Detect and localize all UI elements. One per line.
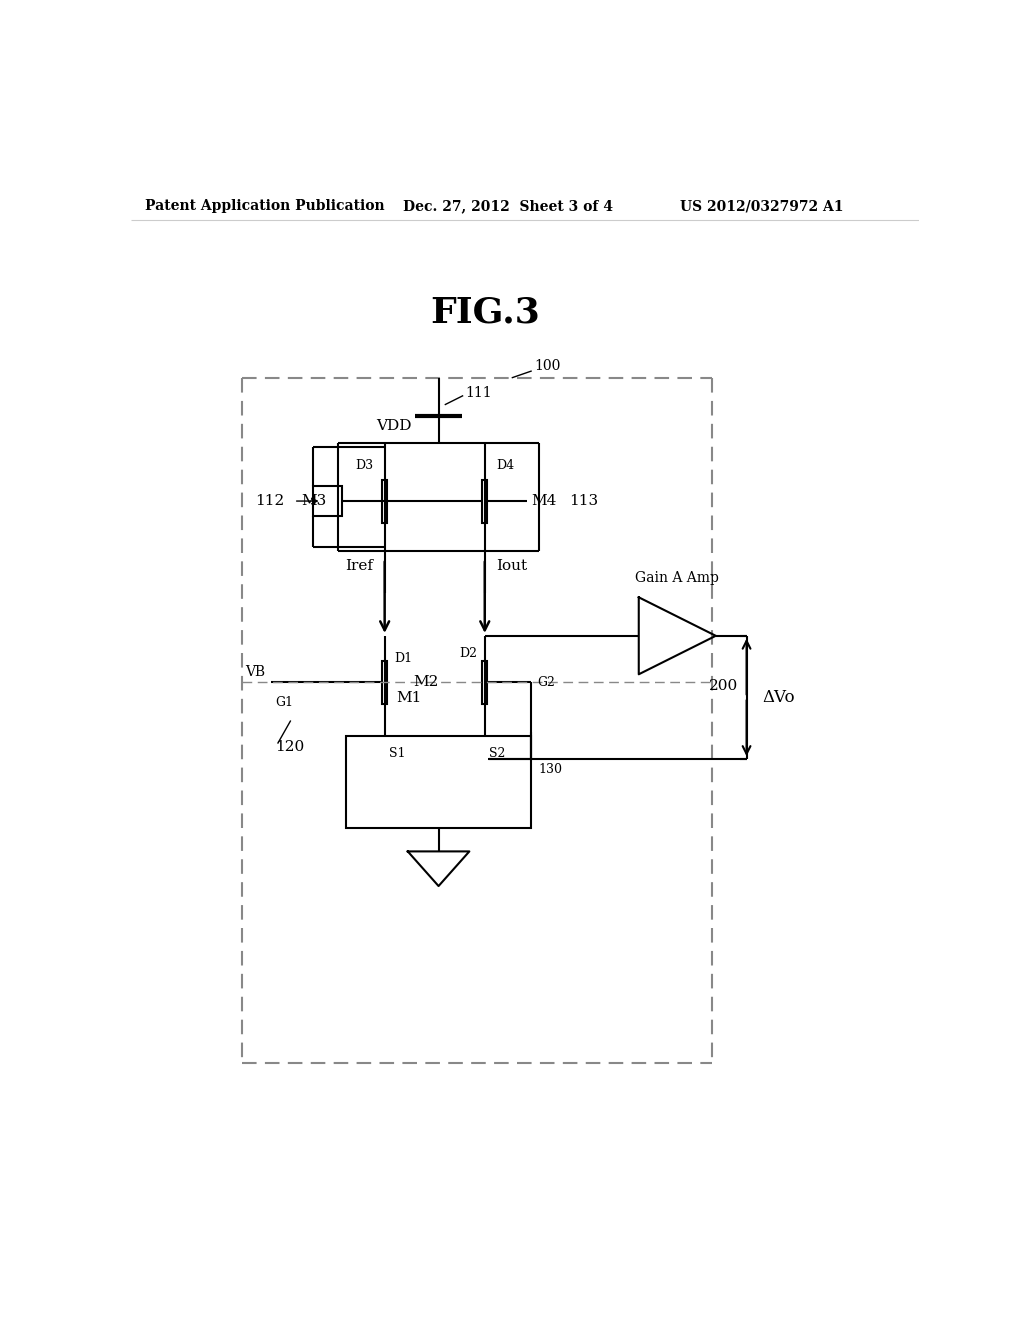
Text: VDD: VDD [376,418,412,433]
Text: 111: 111 [466,387,493,400]
Text: M1: M1 [396,692,422,705]
Text: VB: VB [245,665,265,678]
Text: Dec. 27, 2012  Sheet 3 of 4: Dec. 27, 2012 Sheet 3 of 4 [402,199,612,213]
Text: 130: 130 [539,763,562,776]
Bar [482,480,487,523]
Text: S2: S2 [488,747,505,760]
Text: 120: 120 [275,741,304,755]
Text: D1: D1 [394,652,412,665]
Text: M2: M2 [414,675,438,689]
Text: S1: S1 [388,747,406,760]
Bar [313,486,342,516]
Bar [382,480,387,523]
Text: 112: 112 [255,494,285,508]
Text: Iref: Iref [345,560,373,573]
Text: Gain A Amp: Gain A Amp [635,572,719,585]
Text: Patent Application Publication: Patent Application Publication [145,199,385,213]
Text: G2: G2 [538,676,555,689]
Text: M4: M4 [531,494,556,508]
Text: 200: 200 [709,678,738,693]
Bar [346,737,531,829]
Text: D4: D4 [497,459,514,471]
Bar [382,661,387,704]
Text: 113: 113 [569,494,599,508]
Text: G1: G1 [275,696,293,709]
Bar [482,661,487,704]
Text: 100: 100 [535,359,561,374]
Text: US 2012/0327972 A1: US 2012/0327972 A1 [680,199,844,213]
Text: FIG.3: FIG.3 [430,296,540,330]
Text: Iout: Iout [497,560,527,573]
Text: D2: D2 [459,647,477,660]
Text: ΔVo: ΔVo [762,689,795,706]
Text: M3: M3 [302,494,327,508]
Text: D3: D3 [355,459,373,471]
